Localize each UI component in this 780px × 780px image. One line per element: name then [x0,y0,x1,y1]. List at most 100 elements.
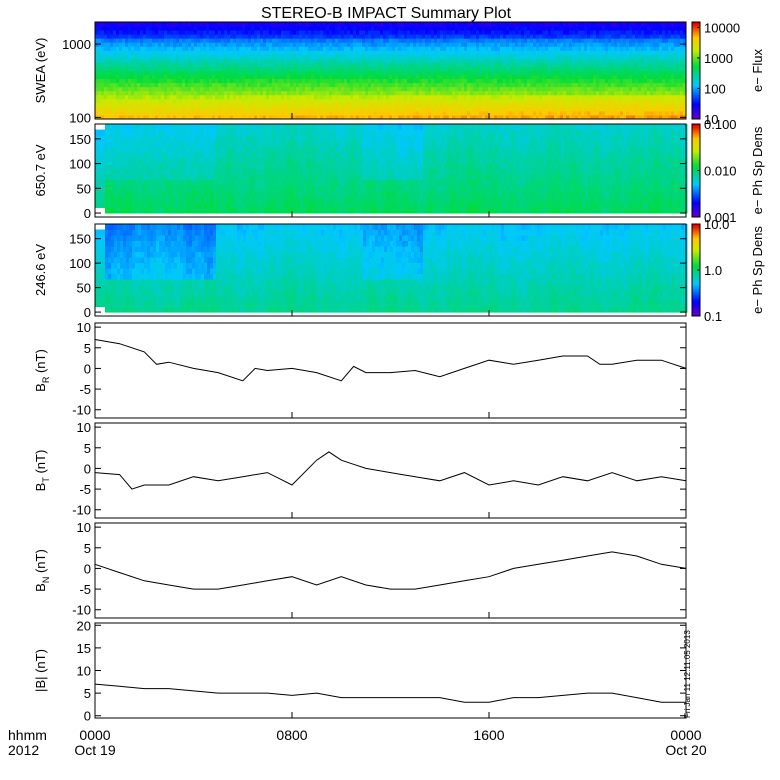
swea-spectrogram-cell [368,106,372,112]
swea-spectrogram-cell [158,62,162,67]
swea-spectrogram-cell [617,54,621,59]
pitch-angle-cell [129,190,133,197]
swea-spectrogram-cell [359,70,363,76]
swea-spectrogram-cell [632,42,636,47]
swea-spectrogram-cell [470,30,474,35]
swea-spectrogram-cell [272,90,276,96]
swea-spectrogram-cell [470,50,474,55]
swea-spectrogram-cell [386,102,390,108]
swea-spectrogram-cell [284,38,288,43]
swea-spectrogram-cell [281,70,285,76]
swea-spectrogram-cell [335,42,339,47]
swea-spectrogram-cell [515,62,519,67]
swea-spectrogram-cell [134,30,138,35]
swea-spectrogram-cell [191,82,195,88]
swea-spectrogram-cell [266,98,270,104]
swea-spectrogram-cell [581,42,585,47]
swea-spectrogram-cell [563,74,567,80]
swea-spectrogram-cell [275,50,279,55]
pitch-angle-cell [111,207,115,214]
swea-spectrogram-cell [203,22,207,27]
swea-spectrogram-cell [449,50,453,55]
swea-spectrogram-cell [677,54,681,59]
swea-spectrogram-cell [359,46,363,51]
swea-spectrogram-cell [593,54,597,59]
pitch-angle-cell [144,140,148,147]
swea-spectrogram-cell [539,98,543,104]
swea-spectrogram-cell [359,58,363,63]
swea-spectrogram-cell [617,26,621,31]
swea-spectrogram-cell [404,94,408,100]
swea-spectrogram-cell [200,38,204,43]
swea-spectrogram-cell [221,50,225,55]
swea-spectrogram-cell [392,50,396,55]
swea-spectrogram-cell [278,98,282,104]
swea-spectrogram-cell [560,26,564,31]
swea-spectrogram-cell [101,46,105,51]
swea-spectrogram-cell [152,70,156,76]
swea-spectrogram-cell [140,30,144,35]
swea-spectrogram-cell [425,90,429,96]
swea-spectrogram-cell [161,78,165,84]
swea-spectrogram-cell [446,70,450,76]
swea-spectrogram-cell [425,66,429,71]
swea-spectrogram-cell [230,94,234,100]
swea-spectrogram-cell [659,74,663,80]
swea-spectrogram-cell [605,90,609,96]
swea-spectrogram-cell [200,82,204,88]
swea-spectrogram-cell [317,46,321,51]
swea-spectrogram-cell [590,62,594,67]
swea-spectrogram-cell [554,70,558,76]
swea-spectrogram-cell [98,90,102,96]
swea-spectrogram-cell [665,42,669,47]
swea-spectrogram-cell [146,98,150,104]
swea-spectrogram-cell [572,50,576,55]
swea-spectrogram-cell [224,102,228,108]
swea-spectrogram-cell [536,46,540,51]
swea-spectrogram-cell [626,38,630,43]
swea-spectrogram-cell [551,30,555,35]
plot-title: STEREO-B IMPACT Summary Plot [261,5,512,22]
swea-spectrogram-cell [482,114,486,120]
swea-spectrogram-cell [134,110,138,116]
swea-spectrogram-cell [473,78,477,84]
swea-spectrogram-cell [431,26,435,31]
swea-spectrogram-cell [224,70,228,76]
swea-spectrogram-cell [371,94,375,100]
swea-spectrogram-cell [335,22,339,27]
swea-spectrogram-cell [182,86,186,92]
swea-spectrogram-cell [413,34,417,39]
swea-spectrogram-cell [482,46,486,51]
swea-spectrogram-cell [263,62,267,67]
swea-spectrogram-cell [275,74,279,80]
pitch-angle-cell [132,157,136,164]
swea-spectrogram-cell [209,22,213,27]
swea-spectrogram-cell [257,110,261,116]
swea-spectrogram-cell [536,34,540,39]
swea-spectrogram-cell [371,34,375,39]
swea-spectrogram-cell [128,30,132,35]
swea-spectrogram-cell [314,62,318,67]
swea-spectrogram-cell [533,82,537,88]
pitch-angle-cell [147,196,151,203]
swea-spectrogram-cell [668,34,672,39]
swea-spectrogram-cell [473,82,477,88]
swea-spectrogram-cell [524,26,528,31]
swea-spectrogram-cell [461,114,465,120]
swea-spectrogram-cell [215,42,219,47]
swea-spectrogram-cell [446,110,450,116]
swea-spectrogram-cell [320,38,324,43]
swea-spectrogram-cell [608,46,612,51]
swea-spectrogram-cell [350,46,354,51]
swea-spectrogram-cell [431,82,435,88]
swea-spectrogram-cell [344,98,348,104]
swea-spectrogram-cell [404,50,408,55]
swea-spectrogram-cell [290,98,294,104]
swea-spectrogram-cell [335,46,339,51]
swea-spectrogram-cell [647,86,651,92]
swea-spectrogram-cell [566,30,570,35]
swea-spectrogram-cell [197,30,201,35]
swea-spectrogram-cell [365,98,369,104]
swea-spectrogram-cell [320,50,324,55]
swea-spectrogram-cell [416,86,420,92]
